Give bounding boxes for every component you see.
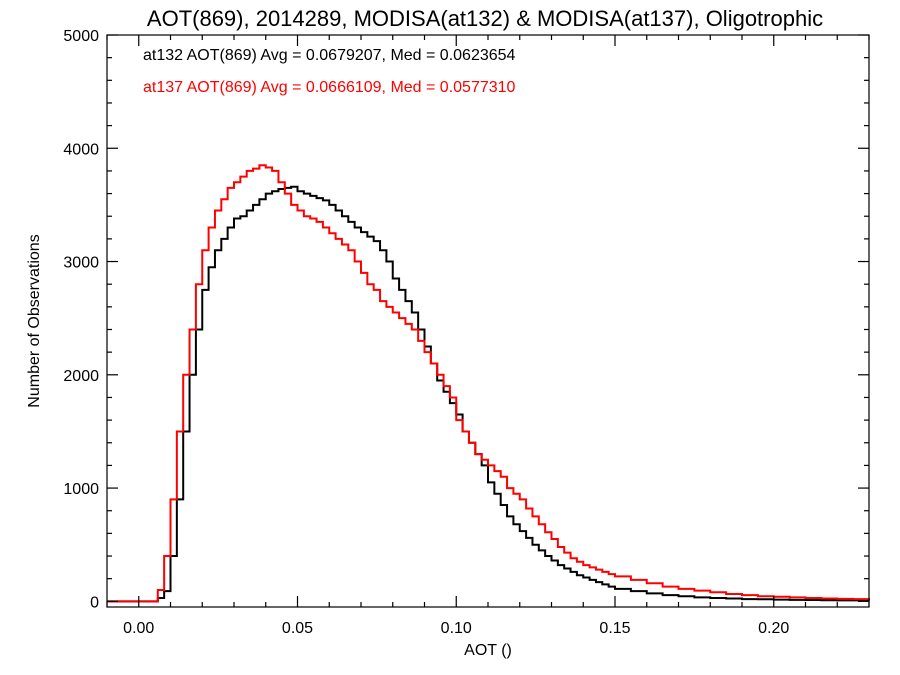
x-tick-label: 0.20 bbox=[758, 620, 789, 637]
legend-entry-at137: at137 AOT(869) Avg = 0.0666109, Med = 0.… bbox=[143, 79, 516, 96]
y-tick-label: 5000 bbox=[63, 28, 99, 45]
y-tick-label: 4000 bbox=[63, 141, 99, 158]
chart-title: AOT(869), 2014289, MODISA(at132) & MODIS… bbox=[147, 6, 823, 31]
y-axis-label: Number of Observations bbox=[26, 234, 43, 407]
y-tick-label: 3000 bbox=[63, 255, 99, 272]
y-tick-label: 0 bbox=[90, 594, 99, 611]
x-tick-label: 0.10 bbox=[441, 620, 472, 637]
ticks-layer: 0.00 0.05 0.10 0.15 0.20 0 1000 2000 3000 4000 500… bbox=[63, 28, 870, 637]
x-axis-label: AOT () bbox=[464, 642, 512, 659]
series-layer bbox=[107, 164, 870, 603]
series-line-at137 bbox=[107, 164, 870, 603]
x-tick-label: 0.05 bbox=[282, 620, 313, 637]
y-tick-label: 2000 bbox=[63, 368, 99, 385]
x-tick-label: 0.00 bbox=[123, 620, 154, 637]
x-tick-label: 0.15 bbox=[599, 620, 630, 637]
legend-entry-at132: at132 AOT(869) Avg = 0.0679207, Med = 0.… bbox=[143, 47, 516, 64]
y-tick-label: 1000 bbox=[63, 481, 99, 498]
